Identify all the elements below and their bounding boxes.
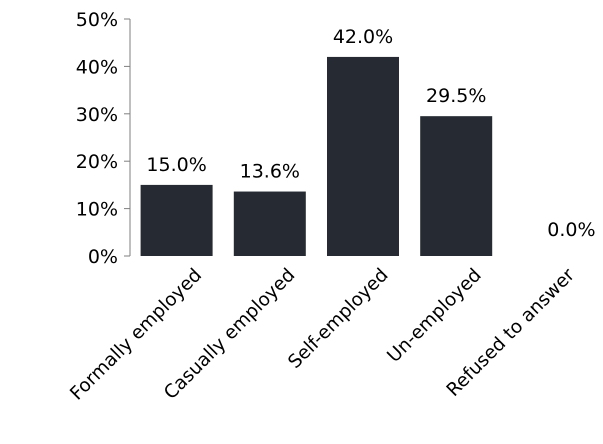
y-tick-label: 20% [76,151,118,173]
y-axis-ticks: 0% 10% 20% 30% 40% 50% [76,9,130,268]
bar-value-label: 13.6% [240,161,300,183]
data-labels: 15.0% 13.6% 42.0% 29.5% 0.0% [146,26,595,241]
bar [140,184,213,256]
bar-value-label: 42.0% [333,26,393,48]
y-tick-label: 40% [76,56,118,78]
bar-value-label: 29.5% [426,85,486,107]
y-tick-label: 50% [76,9,118,31]
bar [233,191,306,256]
bar-value-label: 0.0% [547,219,595,241]
category-label: Un-employed [383,265,485,367]
bar [420,116,493,256]
bar-value-label: 15.0% [146,154,206,176]
bar [327,56,399,256]
category-label: Self-employed [284,265,392,373]
bar-series [140,56,493,256]
y-tick-label: 10% [76,199,118,221]
y-tick-label: 30% [76,104,118,126]
y-tick-label: 0% [88,246,118,268]
